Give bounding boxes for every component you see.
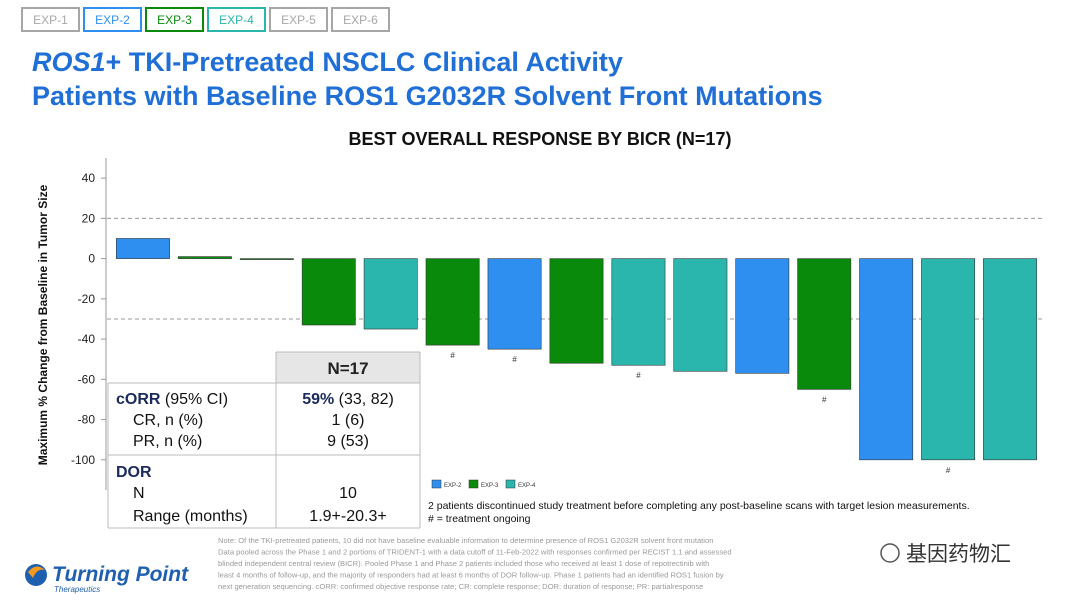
bar-annotation: #	[946, 466, 951, 475]
slide-subtitle: Patients with Baseline ROS1 G2032R Solve…	[32, 81, 823, 111]
bar	[859, 258, 914, 461]
note-line: least 4 months of follow-up, and the maj…	[218, 571, 724, 580]
slide-title: ROS1+ TKI-Pretreated NSCLC Clinical Acti…	[32, 47, 623, 77]
y-axis-label: Maximum % Change from Baseline in Tumor …	[36, 184, 50, 465]
tab-label: EXP-6	[343, 13, 378, 27]
row-label: PR, n (%)	[133, 433, 202, 450]
y-tick-label: 0	[88, 252, 95, 266]
row-value-bold: 59%	[302, 391, 334, 408]
row-label: cORR (95% CI)	[116, 391, 228, 408]
y-tick-label: -60	[78, 372, 96, 386]
notes: Note: Of the TKI-pretreated patients, 10…	[218, 536, 732, 591]
bar	[549, 258, 604, 364]
legend-swatch	[505, 479, 516, 489]
title-italic: ROS1	[32, 47, 106, 77]
watermark-text: 基因药物汇	[906, 543, 1011, 566]
tab	[207, 7, 266, 32]
bar	[425, 258, 480, 346]
note-line: Data pooled across the Phase 1 and 2 por…	[218, 548, 732, 557]
y-tick-label: -20	[78, 292, 96, 306]
logo-swirl	[28, 566, 45, 578]
bar	[239, 258, 294, 260]
bar	[673, 258, 728, 372]
bar	[116, 238, 170, 259]
row-label-rest: (95% CI)	[165, 391, 228, 408]
bar	[363, 258, 418, 330]
tab-label: EXP-2	[95, 13, 130, 27]
row-value: 1 (6)	[332, 412, 365, 429]
logo-name: Turning Point	[52, 563, 189, 586]
tab-label: EXP-3	[157, 13, 192, 27]
bar	[921, 258, 976, 461]
title-rest: + TKI-Pretreated NSCLC Clinical Activity	[106, 47, 623, 77]
tabs: EXP-1 EXP-2 EXP-3 EXP-4 EXP-5 EXP-6	[21, 7, 390, 32]
legend-swatch	[431, 479, 442, 489]
tab-label: EXP-1	[33, 13, 68, 27]
bar	[983, 258, 1037, 461]
y-tick-label: 20	[82, 211, 96, 225]
y-tick-label: -80	[78, 413, 96, 427]
table-header-cell	[276, 352, 420, 383]
bar	[487, 258, 542, 350]
tab	[83, 7, 142, 32]
watermark-icon	[880, 543, 900, 563]
row-value: 1.9+-20.3+	[309, 508, 386, 525]
logo: Turning Point Therapeutics	[25, 563, 189, 594]
row-label-bold: DOR	[116, 464, 152, 481]
tab	[269, 7, 328, 32]
bar	[177, 256, 232, 259]
tab-label: EXP-4	[219, 13, 254, 27]
row-label-bold: cORR	[116, 391, 161, 408]
bar	[735, 258, 790, 374]
bar-annotation: #	[636, 371, 641, 380]
watermark: 基因药物汇	[880, 543, 1011, 566]
summary-table: N=17 cORR (95% CI) 59% (33, 82) CR, n (%…	[107, 351, 421, 529]
legend-label: EXP-3	[481, 483, 499, 489]
row-label: Range (months)	[133, 508, 248, 525]
bar	[611, 258, 666, 366]
tab	[145, 7, 204, 32]
y-tick-label: -40	[78, 332, 96, 346]
plot: 40 20 0 -20 -40 -60 -80 -100 # # # # # EXP-2 EXP-3 EXP-…	[71, 158, 1045, 490]
row-value: 10	[339, 485, 357, 502]
table-header: N=17	[327, 359, 368, 378]
row-label: CR, n (%)	[133, 412, 203, 429]
footnote: # = treatment ongoing	[428, 513, 531, 525]
tab	[331, 7, 390, 32]
legend-swatch	[468, 479, 479, 489]
bar-annotation: #	[822, 395, 827, 404]
y-tick-label: 40	[82, 171, 96, 185]
legend-label: EXP-4	[518, 483, 536, 489]
row-value-rest: (33, 82)	[339, 391, 394, 408]
footnote: 2 patients discontinued study treatment …	[428, 500, 970, 512]
row-value: 9 (53)	[327, 433, 369, 450]
note-line: blinded independent central review (BICR…	[218, 559, 709, 568]
bar-annotation: #	[450, 351, 455, 360]
row-label: N	[133, 485, 145, 502]
bar-annotation: #	[512, 355, 517, 364]
note-line: Note: Of the TKI-pretreated patients, 10…	[218, 536, 713, 545]
bar	[797, 258, 852, 390]
legend-label: EXP-2	[444, 483, 462, 489]
tab-label: EXP-5	[281, 13, 316, 27]
logo-sub: Therapeutics	[54, 585, 100, 594]
tab	[21, 7, 80, 32]
chart-title: BEST OVERALL RESPONSE BY BICR (N=17)	[349, 129, 732, 149]
row-value: 59% (33, 82)	[302, 391, 394, 408]
note-line: next generation sequencing. cORR: confir…	[218, 582, 703, 591]
bar	[301, 258, 356, 326]
y-tick-label: -100	[71, 453, 95, 467]
